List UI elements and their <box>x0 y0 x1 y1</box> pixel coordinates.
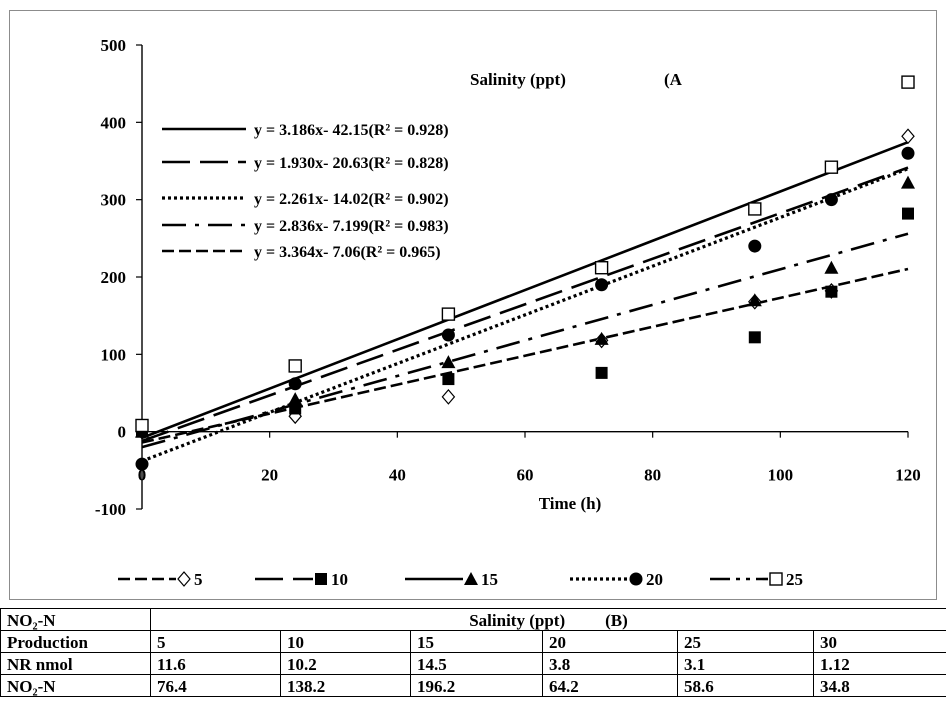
data-point-series-10 <box>748 331 761 344</box>
x-tick-label: 60 <box>517 466 534 485</box>
data-point-series-15 <box>441 355 456 369</box>
y-tick-label: 500 <box>101 36 127 55</box>
legend-label: 15 <box>481 570 498 589</box>
table-header-row: NO₂-N Salinity (ppt) (B) <box>0 608 946 631</box>
data-point-series-25 <box>135 418 149 433</box>
table-column-header: 30 <box>813 630 946 653</box>
data-point-series-20 <box>748 239 762 253</box>
trendline-equation: y = 3.186x- 42.15(R² = 0.928) <box>254 122 449 139</box>
data-point-series-15 <box>594 331 609 345</box>
trendline-5 <box>141 267 909 444</box>
x-tick-label: 100 <box>768 466 794 485</box>
legend-label: 25 <box>786 570 803 589</box>
table-column-header: 25 <box>677 630 814 653</box>
table-cell: 58.6 <box>677 674 814 697</box>
table-cell: 11.6 <box>150 652 281 675</box>
y-tick-label: 200 <box>101 268 127 287</box>
legend-label: 10 <box>331 570 348 589</box>
trendline-equation: y = 1.930x- 20.63(R² = 0.828) <box>254 155 449 172</box>
data-point-series-20 <box>901 146 915 160</box>
data-point-series-10 <box>595 366 608 379</box>
data-point-series-10 <box>289 402 302 415</box>
x-tick-label: 80 <box>644 466 661 485</box>
y-tick-label: 0 <box>118 423 127 442</box>
table-cell: 76.4 <box>150 674 281 697</box>
table-column-header: 15 <box>410 630 543 653</box>
data-point-series-10 <box>825 285 838 298</box>
line-scatter-chart: 500 400 300 200 100 0 -100 0 20 40 60 80 100 120 Salin… <box>95 36 921 589</box>
trendline-equation: y = 2.836x- 7.199(R² = 0.983) <box>254 218 449 235</box>
y-tick-label: -100 <box>95 500 126 519</box>
chart-panel-a: 500 400 300 200 100 0 -100 0 20 40 60 80 100 120 Salin… <box>9 10 937 600</box>
data-point-series-5 <box>441 388 456 405</box>
data-point-series-20 <box>824 193 838 207</box>
salinity-data-table: NO₂-N Salinity (ppt) (B) Production 5 10 … <box>0 608 946 697</box>
data-point-series-25 <box>288 359 302 373</box>
data-point-series-25 <box>901 75 915 89</box>
data-point-series-20 <box>288 377 302 391</box>
x-tick-label: 40 <box>389 466 406 485</box>
table-cell: 10.2 <box>280 652 411 675</box>
legend-marker <box>315 573 327 585</box>
panel-label: (A <box>664 70 683 89</box>
trendline-3 <box>141 167 909 463</box>
table-row-label: NR nmol <box>0 652 151 675</box>
table-subheader-row: Production 5 10 15 20 25 30 <box>0 630 946 653</box>
trendline-1 <box>141 140 909 440</box>
data-point-series-25 <box>441 307 456 321</box>
table-cell: 1.12 <box>813 652 946 675</box>
x-axis-label: Time (h) <box>539 494 602 513</box>
legend-label: 20 <box>646 570 663 589</box>
legend-label: 5 <box>194 570 203 589</box>
table-row: NO₂-N 76.4 138.2 196.2 64.2 58.6 34.8 <box>0 674 946 697</box>
chart-title: Salinity (ppt) <box>470 70 566 89</box>
trendline-2 <box>141 166 909 443</box>
data-point-series-15 <box>824 260 839 274</box>
table-row: NR nmol 11.6 10.2 14.5 3.8 3.1 1.12 <box>0 652 946 675</box>
trendline-4 <box>141 232 909 449</box>
table-corner-label-top: NO₂-N <box>0 608 151 631</box>
table-cell: 138.2 <box>280 674 411 697</box>
legend-marker <box>464 572 478 585</box>
data-point-series-20 <box>595 278 609 292</box>
table-column-header: 20 <box>542 630 678 653</box>
data-point-series-10 <box>902 207 914 220</box>
data-point-series-15 <box>288 392 303 406</box>
table-column-header: 10 <box>280 630 411 653</box>
y-tick-label: 100 <box>101 345 127 364</box>
table-panel-label: (B) <box>605 611 628 630</box>
table-cell: 3.8 <box>542 652 678 675</box>
data-point-series-15 <box>901 175 915 189</box>
data-point-series-15 <box>747 293 762 307</box>
x-tick-label: 20 <box>261 466 278 485</box>
table-cell: 14.5 <box>410 652 543 675</box>
data-point-series-25 <box>748 202 762 216</box>
table-row-label: NO₂-N <box>0 674 151 697</box>
legend-marker <box>769 572 783 586</box>
table-title-text: Salinity (ppt) <box>469 611 566 630</box>
table-column-header: 5 <box>150 630 281 653</box>
x-tick-label: 120 <box>895 466 921 485</box>
data-point-series-5 <box>901 128 915 145</box>
table-cell: 196.2 <box>410 674 543 697</box>
x-tick-label: 0 <box>138 466 147 485</box>
legend-marker <box>629 572 643 586</box>
y-tick-label: 300 <box>101 191 127 210</box>
table-title: Salinity (ppt) (B) <box>150 608 946 631</box>
table-corner-label-bottom: Production <box>0 630 151 653</box>
table-cell: 64.2 <box>542 674 678 697</box>
trendline-equation: y = 2.261x- 14.02(R² = 0.902) <box>254 191 449 208</box>
table-cell: 3.1 <box>677 652 814 675</box>
legend-marker <box>177 571 191 587</box>
trendline-equation: y = 3.364x- 7.06(R² = 0.965) <box>254 244 441 261</box>
data-point-series-20 <box>135 457 149 471</box>
table-cell: 34.8 <box>813 674 946 697</box>
data-point-series-25 <box>594 261 609 275</box>
y-tick-label: 400 <box>101 113 127 132</box>
data-point-series-20 <box>441 328 455 342</box>
data-point-series-10 <box>442 373 455 386</box>
data-point-series-25 <box>824 160 839 174</box>
